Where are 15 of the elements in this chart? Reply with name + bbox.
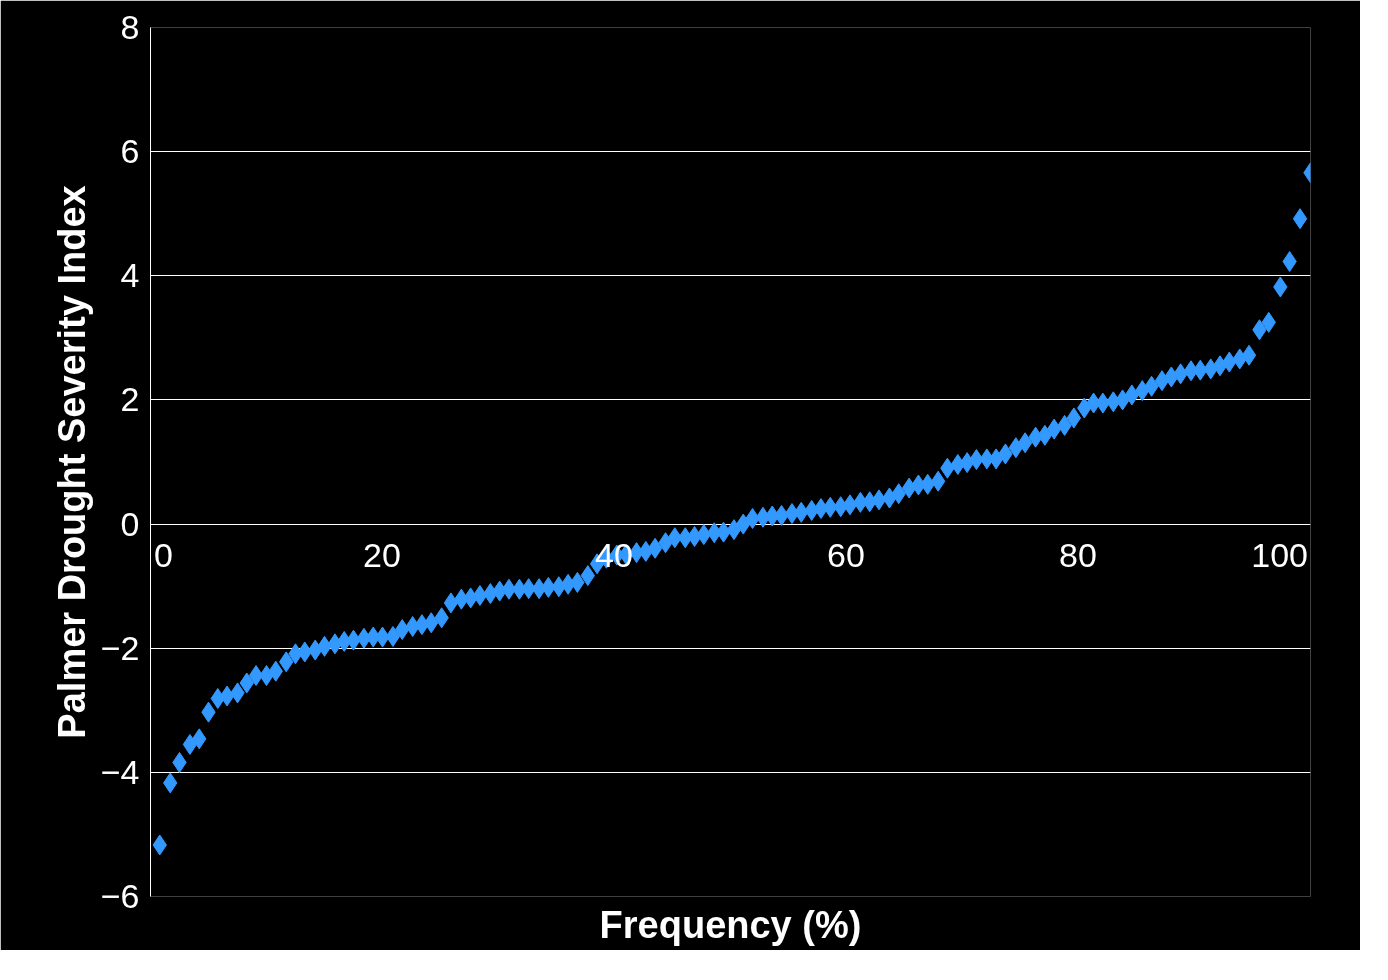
x-tick-label: 0 [154,535,173,575]
y-tick-label: 0 [120,504,140,543]
y-tick-label: 2 [120,380,140,419]
x-tick-label: 80 [1059,535,1097,575]
x-axis-title: Frequency (%) [599,903,862,946]
y-axis-title: Palmer Drought Severity Index [50,185,93,739]
y-tick-label: −4 [100,752,140,791]
y-tick-label: −6 [100,877,140,915]
x-tick-label: 60 [827,535,865,575]
y-tick-label: 4 [120,256,140,295]
y-tick-label: 8 [120,8,140,46]
y-tick-label: 6 [120,132,140,171]
y-tick-label: −2 [100,628,140,667]
x-tick-label: 20 [363,535,401,575]
x-tick-label: 100 [1251,535,1308,575]
